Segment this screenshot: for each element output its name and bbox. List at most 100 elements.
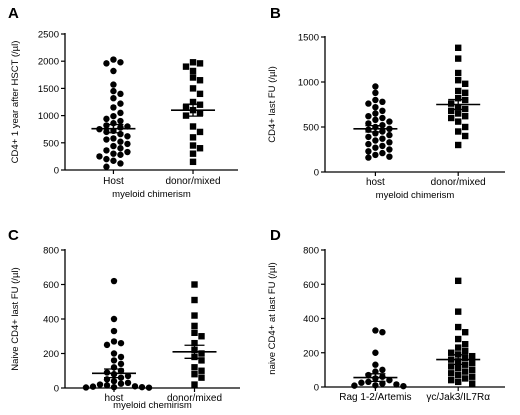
x-category-label: donor/mixed (166, 176, 221, 187)
y-axis-title: Naive CD4+ last FU (/µl) (10, 267, 21, 370)
data-point (110, 87, 117, 95)
data-point (462, 113, 469, 120)
data-point (191, 281, 198, 288)
data-point (448, 114, 455, 122)
data-point (191, 322, 198, 330)
y-tick-label: 500 (303, 123, 319, 134)
data-point (372, 361, 379, 368)
y-tick-label: 0 (314, 168, 319, 179)
data-point (455, 277, 462, 285)
data-point (110, 357, 118, 364)
x-category-label: host (366, 177, 385, 188)
panel-b: B 0 500 1000 1500 host donor/mixed CD4+ last FU… (267, 5, 505, 201)
x-category-label: Host (103, 176, 124, 187)
data-point (145, 384, 153, 391)
data-point (103, 147, 110, 154)
data-point (110, 277, 118, 285)
data-point (372, 104, 379, 111)
data-point (379, 373, 386, 380)
data-point (117, 100, 124, 107)
data-point (372, 137, 379, 144)
data-point (103, 341, 111, 349)
panel-d: D 0 200 400 600 800 Rag 1-2/Artemis γc/Jak3/IL7… (267, 227, 505, 403)
data-point (379, 135, 386, 142)
data-point (455, 69, 462, 77)
data-point (103, 115, 110, 123)
data-point (358, 379, 365, 386)
data-point (182, 104, 190, 111)
data-point (124, 133, 131, 140)
panel-c: C 0 200 400 600 800 host donor/mixed Naive CD4+ … (8, 227, 240, 411)
y-axis-title: naive CD4+ at last FU (/µl) (267, 262, 278, 374)
data-point (110, 383, 118, 391)
data-point (462, 132, 469, 140)
data-point (469, 380, 476, 387)
y-tick-label: 200 (303, 348, 319, 359)
data-point (469, 373, 476, 380)
data-point (448, 376, 455, 384)
panel-a: A 0 500 1000 1500 2000 2500 Host donor/mixed CD4+… (8, 5, 238, 200)
data-point (455, 323, 462, 331)
data-point (196, 90, 204, 98)
data-point (469, 359, 476, 367)
data-point (196, 60, 204, 67)
data-point (189, 67, 197, 75)
data-point (462, 329, 469, 336)
data-point (455, 44, 462, 51)
data-point (365, 133, 372, 141)
data-point (117, 130, 124, 138)
x-category-label: Rag 1-2/Artemis (339, 392, 411, 403)
data-point (462, 354, 469, 362)
data-point (103, 136, 110, 143)
data-point (189, 59, 197, 66)
data-point (386, 146, 393, 153)
data-point (372, 349, 379, 356)
data-point (110, 81, 117, 88)
data-point (448, 370, 455, 377)
y-tick-label: 2000 (38, 57, 59, 68)
data-point (351, 382, 358, 389)
y-tick-label: 2500 (38, 30, 59, 41)
data-point (448, 363, 455, 370)
data-point (117, 145, 124, 152)
data-point (386, 139, 393, 146)
data-point (124, 148, 131, 156)
data-point (117, 339, 125, 347)
data-point (462, 375, 469, 382)
y-tick-label: 400 (303, 314, 319, 325)
data-point (82, 384, 90, 391)
data-point (448, 107, 455, 114)
data-point (400, 382, 407, 390)
y-tick-label: 800 (303, 246, 319, 257)
data-point (462, 123, 469, 131)
data-point (372, 83, 379, 90)
data-point (117, 151, 124, 158)
data-point (469, 352, 476, 360)
y-tick-label: 1000 (38, 111, 59, 122)
data-point (365, 113, 372, 120)
data-point (191, 371, 198, 378)
data-point (455, 95, 462, 102)
panel-letter: C (8, 227, 19, 244)
data-point (103, 382, 111, 389)
y-tick-label: 200 (43, 349, 59, 360)
data-point (379, 329, 386, 336)
data-point (372, 327, 379, 334)
data-point (198, 357, 205, 364)
data-point (365, 148, 372, 155)
data-point (110, 142, 117, 150)
data-point (386, 131, 393, 139)
data-point (191, 329, 198, 336)
data-point (455, 378, 462, 386)
x-category-label: donor/mixed (431, 177, 486, 188)
y-axis-title: CD4+ 1 year after HSCT (/µl) (10, 41, 21, 164)
data-point (198, 333, 205, 340)
data-point (189, 142, 197, 149)
data-point (117, 59, 124, 66)
data-point (103, 128, 110, 136)
data-point (455, 77, 462, 84)
data-point (110, 350, 118, 357)
data-point (191, 339, 198, 347)
data-point (110, 104, 117, 111)
y-tick-label: 0 (54, 166, 59, 177)
